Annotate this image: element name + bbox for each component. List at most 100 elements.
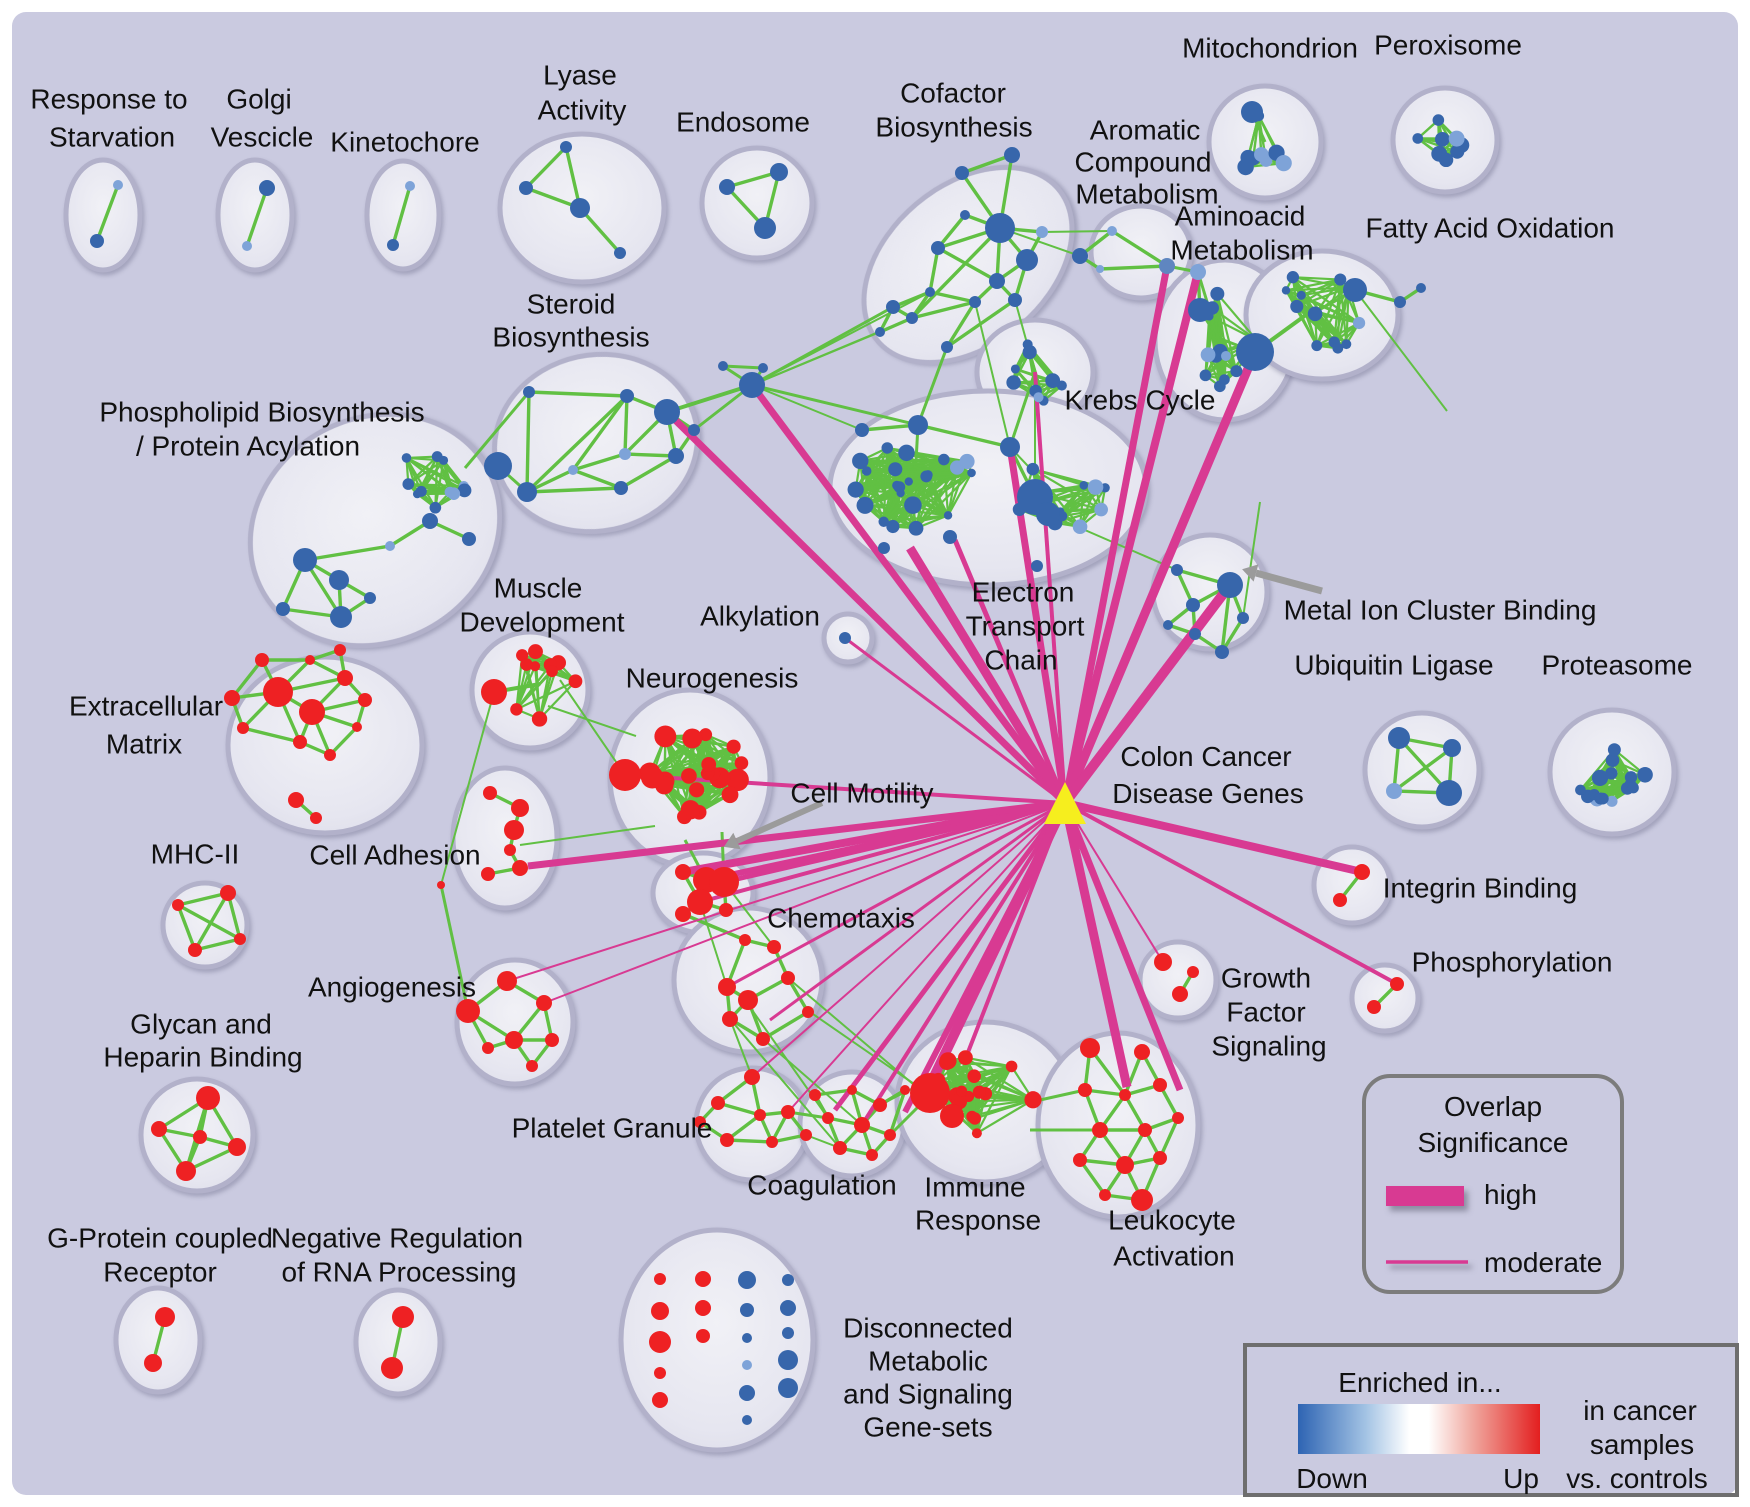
metal-ion-cluster-binding-label-line-1: Metal Ion Cluster Binding: [1284, 595, 1597, 626]
overlap-edge: [664, 409, 1068, 806]
disconnected-gene-sets-node: [742, 1360, 752, 1370]
cell-adhesion-node: [512, 860, 528, 876]
platelet-granule-node: [800, 1129, 812, 1141]
phosphorylation-node: [1390, 977, 1404, 991]
overlap-significance-legend: Overlap Significance high moderate: [1362, 1074, 1624, 1294]
coagulation-node: [884, 1129, 896, 1141]
fatty-acid-oxidation-node: [1290, 299, 1304, 313]
coagulation-node: [866, 1149, 878, 1161]
leukocyte-activation-label-line-2: Activation: [1113, 1241, 1234, 1272]
leukocyte-activation-node: [1092, 1122, 1108, 1138]
electron-transport-chain-mesh-edge: [1079, 487, 1107, 528]
phospholipid-biosynthesis-label-line-2: / Protein Acylation: [136, 431, 360, 462]
negative-regulation-rna-processing-label-line-1: Negative Regulation: [271, 1223, 523, 1254]
growth-factor-signaling-label-line-3: Signaling: [1211, 1031, 1326, 1062]
electron-transport-chain-node: [852, 452, 869, 470]
cofactor-biosynthesis-node: [955, 166, 969, 180]
electron-transport-chain-mesh-edge: [866, 470, 898, 487]
neurogenesis-node: [689, 782, 705, 798]
muscle-development-node: [481, 679, 507, 705]
overlap-edge: [860, 801, 1067, 1127]
metal-ion-cluster-binding-node: [1189, 628, 1201, 640]
phospholipid-biosynthesis-mesh-edge: [405, 457, 423, 492]
disconnected-gene-sets-node: [742, 1415, 752, 1425]
neurogenesis-node: [641, 766, 664, 789]
electron-transport-chain-node: [896, 488, 905, 498]
coagulation-node: [847, 1085, 857, 1095]
neurogenesis-node: [701, 757, 717, 772]
extracellular-matrix-node: [237, 722, 249, 734]
overlap-edge: [1061, 271, 1202, 804]
cofactor-biosynthesis-node: [985, 213, 1015, 243]
golgi-vescicle-node: [242, 241, 252, 251]
krebs-cycle-node: [1033, 392, 1044, 403]
cofactor-biosynthesis-label-line-2: Biosynthesis: [875, 112, 1032, 143]
aminoacid-metabolism-node: [1210, 286, 1225, 301]
phospholipid-biosynthesis-node: [385, 541, 395, 551]
extracellular-matrix-label-line-2: Matrix: [106, 729, 182, 760]
leukocyte-activation-node: [1116, 1156, 1134, 1174]
fatty-acid-oxidation-node: [1334, 273, 1347, 286]
metal-ion-cluster-binding-node: [1163, 620, 1173, 630]
electron-transport-chain-node: [1072, 519, 1088, 535]
extracellular-matrix-node: [224, 690, 240, 706]
phospholipid-biosynthesis-node: [484, 452, 512, 480]
immune-response-node: [939, 1052, 957, 1070]
electron-transport-chain-node: [967, 468, 976, 478]
disconnected-gene-sets-label-line-3: and Signaling: [843, 1379, 1013, 1410]
phosphorylation-node: [1367, 1000, 1381, 1014]
electron-transport-chain-node: [908, 415, 928, 435]
fatty-acid-oxidation-mesh-edge: [1300, 278, 1341, 297]
aromatic-compound-metabolism-node: [1096, 265, 1104, 273]
electron-transport-chain-node: [1000, 437, 1020, 457]
angiogenesis-node: [536, 995, 552, 1011]
immune-response-node: [910, 1073, 950, 1113]
electron-transport-chain-mesh-edge: [886, 447, 929, 476]
phospholipid-biosynthesis-node: [293, 548, 317, 572]
colon-cancer-hub-node: [1044, 782, 1086, 824]
leukocyte-activation-edge: [1158, 1117, 1180, 1159]
disconnected-gene-sets-node: [651, 1302, 669, 1320]
ubiquitin-ligase-label-line-1: Ubiquitin Ligase: [1294, 650, 1493, 681]
lyase-activity-node: [614, 247, 626, 259]
hub-node: [718, 361, 728, 371]
chemotaxis-node: [738, 990, 758, 1010]
muscle-development-node: [528, 644, 543, 660]
lyase-activity-edge: [564, 146, 582, 209]
phospholipid-biosynthesis-node: [364, 592, 376, 604]
extracellular-matrix-node: [255, 653, 269, 667]
ubiquitin-ligase-node: [1436, 780, 1462, 806]
kinetochore-node: [387, 239, 399, 251]
overlap-edge: [543, 802, 1066, 1004]
endosome-bubble: [699, 145, 815, 261]
angiogenesis-node: [497, 971, 517, 991]
angiogenesis-label-line-1: Angiogenesis: [308, 972, 476, 1003]
extracellular-matrix-node: [305, 655, 315, 665]
lyase-activity-node: [519, 181, 533, 195]
leukocyte-activation-node: [1153, 1078, 1167, 1092]
cofactor-biosynthesis-node: [969, 296, 981, 308]
phospholipid-biosynthesis-node: [401, 453, 412, 463]
inter-cluster-edge: [751, 291, 931, 386]
overlap-edge: [906, 545, 1069, 806]
disconnected-gene-sets-node: [780, 1300, 796, 1316]
steroid-biosynthesis-edge: [572, 468, 622, 490]
cofactor-biosynthesis-node: [906, 312, 918, 324]
growth-factor-signaling-label-line-1: Growth: [1221, 963, 1311, 994]
endosome-node: [754, 217, 776, 239]
electron-transport-chain-node: [1026, 462, 1040, 476]
metal-ion-arrow: [1255, 569, 1323, 595]
g-protein-coupled-receptor-node: [144, 1354, 162, 1372]
cofactor-biosynthesis-node: [875, 327, 885, 337]
cofactor-biosynthesis-node: [931, 241, 945, 255]
overlap-edge: [963, 802, 1067, 1061]
lyase-activity-label-line-2: Activity: [538, 95, 627, 126]
muscle-development-label-line-1: Muscle: [494, 573, 583, 604]
electron-transport-chain-node: [878, 516, 889, 527]
aminoacid-metabolism-node: [1190, 264, 1206, 280]
overlap-legend-title-1: Overlap: [1444, 1091, 1542, 1122]
electron-transport-chain-node: [881, 442, 893, 454]
mhc-ii-edge: [177, 903, 241, 941]
angiogenesis-node: [456, 999, 480, 1023]
